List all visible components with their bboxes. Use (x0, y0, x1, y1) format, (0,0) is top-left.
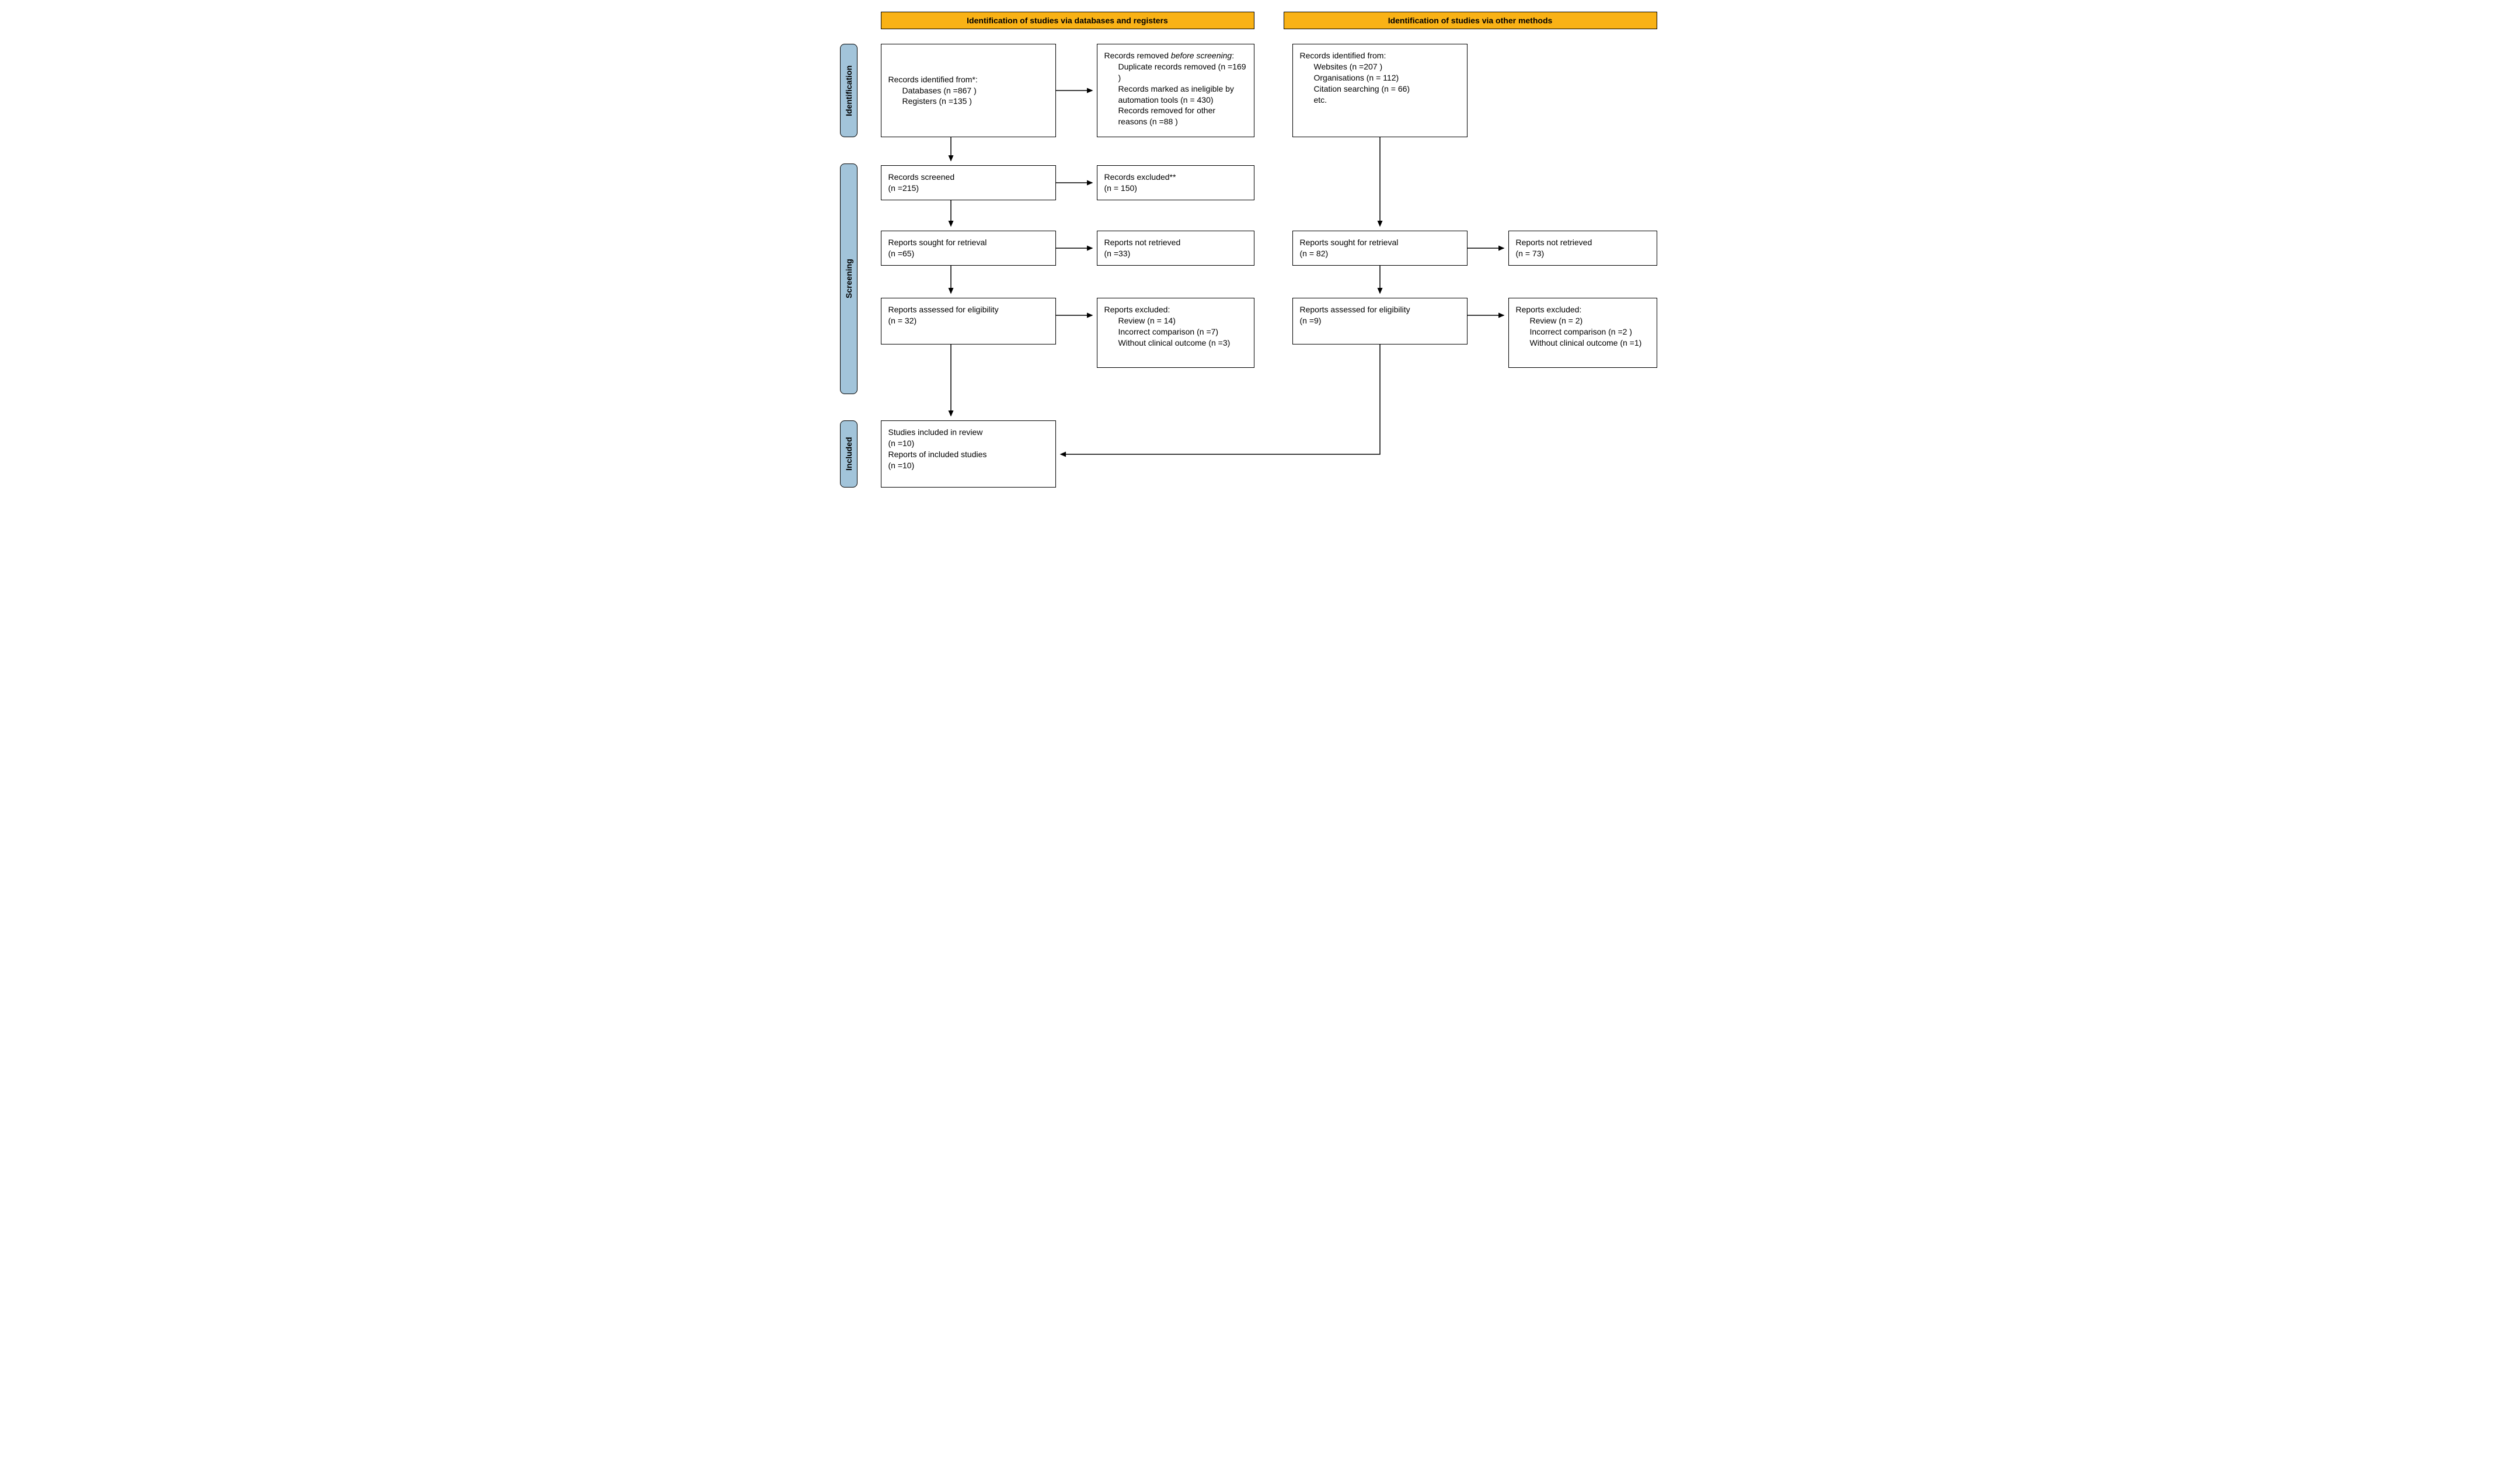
box-other-sought: Reports sought for retrieval (n = 82) (1292, 231, 1468, 266)
box-line: Incorrect comparison (n =7) (1104, 326, 1247, 337)
box-line: etc. (1300, 95, 1460, 106)
box-db-screened: Records screened (n =215) (881, 165, 1056, 200)
box-db-not-retrieved: Reports not retrieved (n =33) (1097, 231, 1254, 266)
box-line: Records removed for other reasons (n =88… (1104, 105, 1247, 127)
stage-included: Included (840, 420, 858, 488)
box-title: Records excluded** (1104, 172, 1176, 182)
prisma-flow-diagram: Identification of studies via databases … (840, 12, 1681, 508)
box-line: (n =9) (1300, 316, 1322, 325)
box-line: (n = 82) (1300, 249, 1329, 258)
box-title: Reports assessed for eligibility (888, 305, 999, 314)
box-line: (n =10) (888, 461, 915, 470)
box-title: Records removed before screening: (1104, 51, 1235, 60)
box-line: Review (n = 2) (1516, 315, 1650, 326)
box-line: Studies included in review (888, 427, 983, 437)
box-line: (n =215) (888, 183, 919, 193)
box-line: Without clinical outcome (n =3) (1104, 337, 1247, 349)
box-line: Registers (n =135 ) (888, 96, 1048, 107)
box-other-excluded-assess: Reports excluded: Review (n = 2) Incorre… (1508, 298, 1657, 368)
box-title: Records identified from*: (888, 74, 1048, 85)
box-title: Reports not retrieved (1516, 238, 1592, 247)
box-line: Citation searching (n = 66) (1300, 83, 1460, 95)
box-included: Studies included in review (n =10) Repor… (881, 420, 1056, 488)
box-db-removed: Records removed before screening: Duplic… (1097, 44, 1254, 137)
stage-screening-text: Screening (844, 259, 853, 299)
stage-included-text: Included (844, 437, 853, 471)
box-other-not-retrieved: Reports not retrieved (n = 73) (1508, 231, 1657, 266)
box-line: Reports of included studies (888, 450, 987, 459)
box-title: Records identified from: (1300, 51, 1386, 60)
box-title: Records screened (888, 172, 955, 182)
box-line: Databases (n =867 ) (888, 85, 1048, 96)
box-db-excluded-assess: Reports excluded: Review (n = 14) Incorr… (1097, 298, 1254, 368)
stage-screening: Screening (840, 163, 858, 394)
box-line: Websites (n =207 ) (1300, 61, 1460, 72)
header-other: Identification of studies via other meth… (1284, 12, 1657, 29)
box-other-identified: Records identified from: Websites (n =20… (1292, 44, 1468, 137)
box-db-sought: Reports sought for retrieval (n =65) (881, 231, 1056, 266)
box-line: Duplicate records removed (n =169 ) (1104, 61, 1247, 83)
box-title: Reports assessed for eligibility (1300, 305, 1410, 314)
box-line: Records marked as ineligible by automati… (1104, 83, 1247, 106)
box-line: Organisations (n = 112) (1300, 72, 1460, 83)
box-line: Incorrect comparison (n =2 ) (1516, 326, 1650, 337)
box-db-identified: Records identified from*: Databases (n =… (881, 44, 1056, 137)
header-other-text: Identification of studies via other meth… (1388, 16, 1553, 25)
box-other-assessed: Reports assessed for eligibility (n =9) (1292, 298, 1468, 344)
box-title: Reports excluded: (1104, 305, 1170, 314)
stage-identification: Identification (840, 44, 858, 137)
box-title: Reports excluded: (1516, 305, 1582, 314)
box-title: Reports sought for retrieval (888, 238, 987, 247)
box-db-assessed: Reports assessed for eligibility (n = 32… (881, 298, 1056, 344)
header-databases: Identification of studies via databases … (881, 12, 1254, 29)
box-title: Reports not retrieved (1104, 238, 1181, 247)
box-title: Reports sought for retrieval (1300, 238, 1399, 247)
stage-identification-text: Identification (844, 65, 853, 116)
box-db-excluded-screen: Records excluded** (n = 150) (1097, 165, 1254, 200)
header-databases-text: Identification of studies via databases … (967, 16, 1168, 25)
box-line: (n =65) (888, 249, 915, 258)
box-line: (n = 32) (888, 316, 917, 325)
box-line: Without clinical outcome (n =1) (1516, 337, 1650, 349)
box-line: (n = 150) (1104, 183, 1137, 193)
box-line: (n = 73) (1516, 249, 1545, 258)
box-line: Review (n = 14) (1104, 315, 1247, 326)
box-line: (n =33) (1104, 249, 1131, 258)
box-line: (n =10) (888, 439, 915, 448)
